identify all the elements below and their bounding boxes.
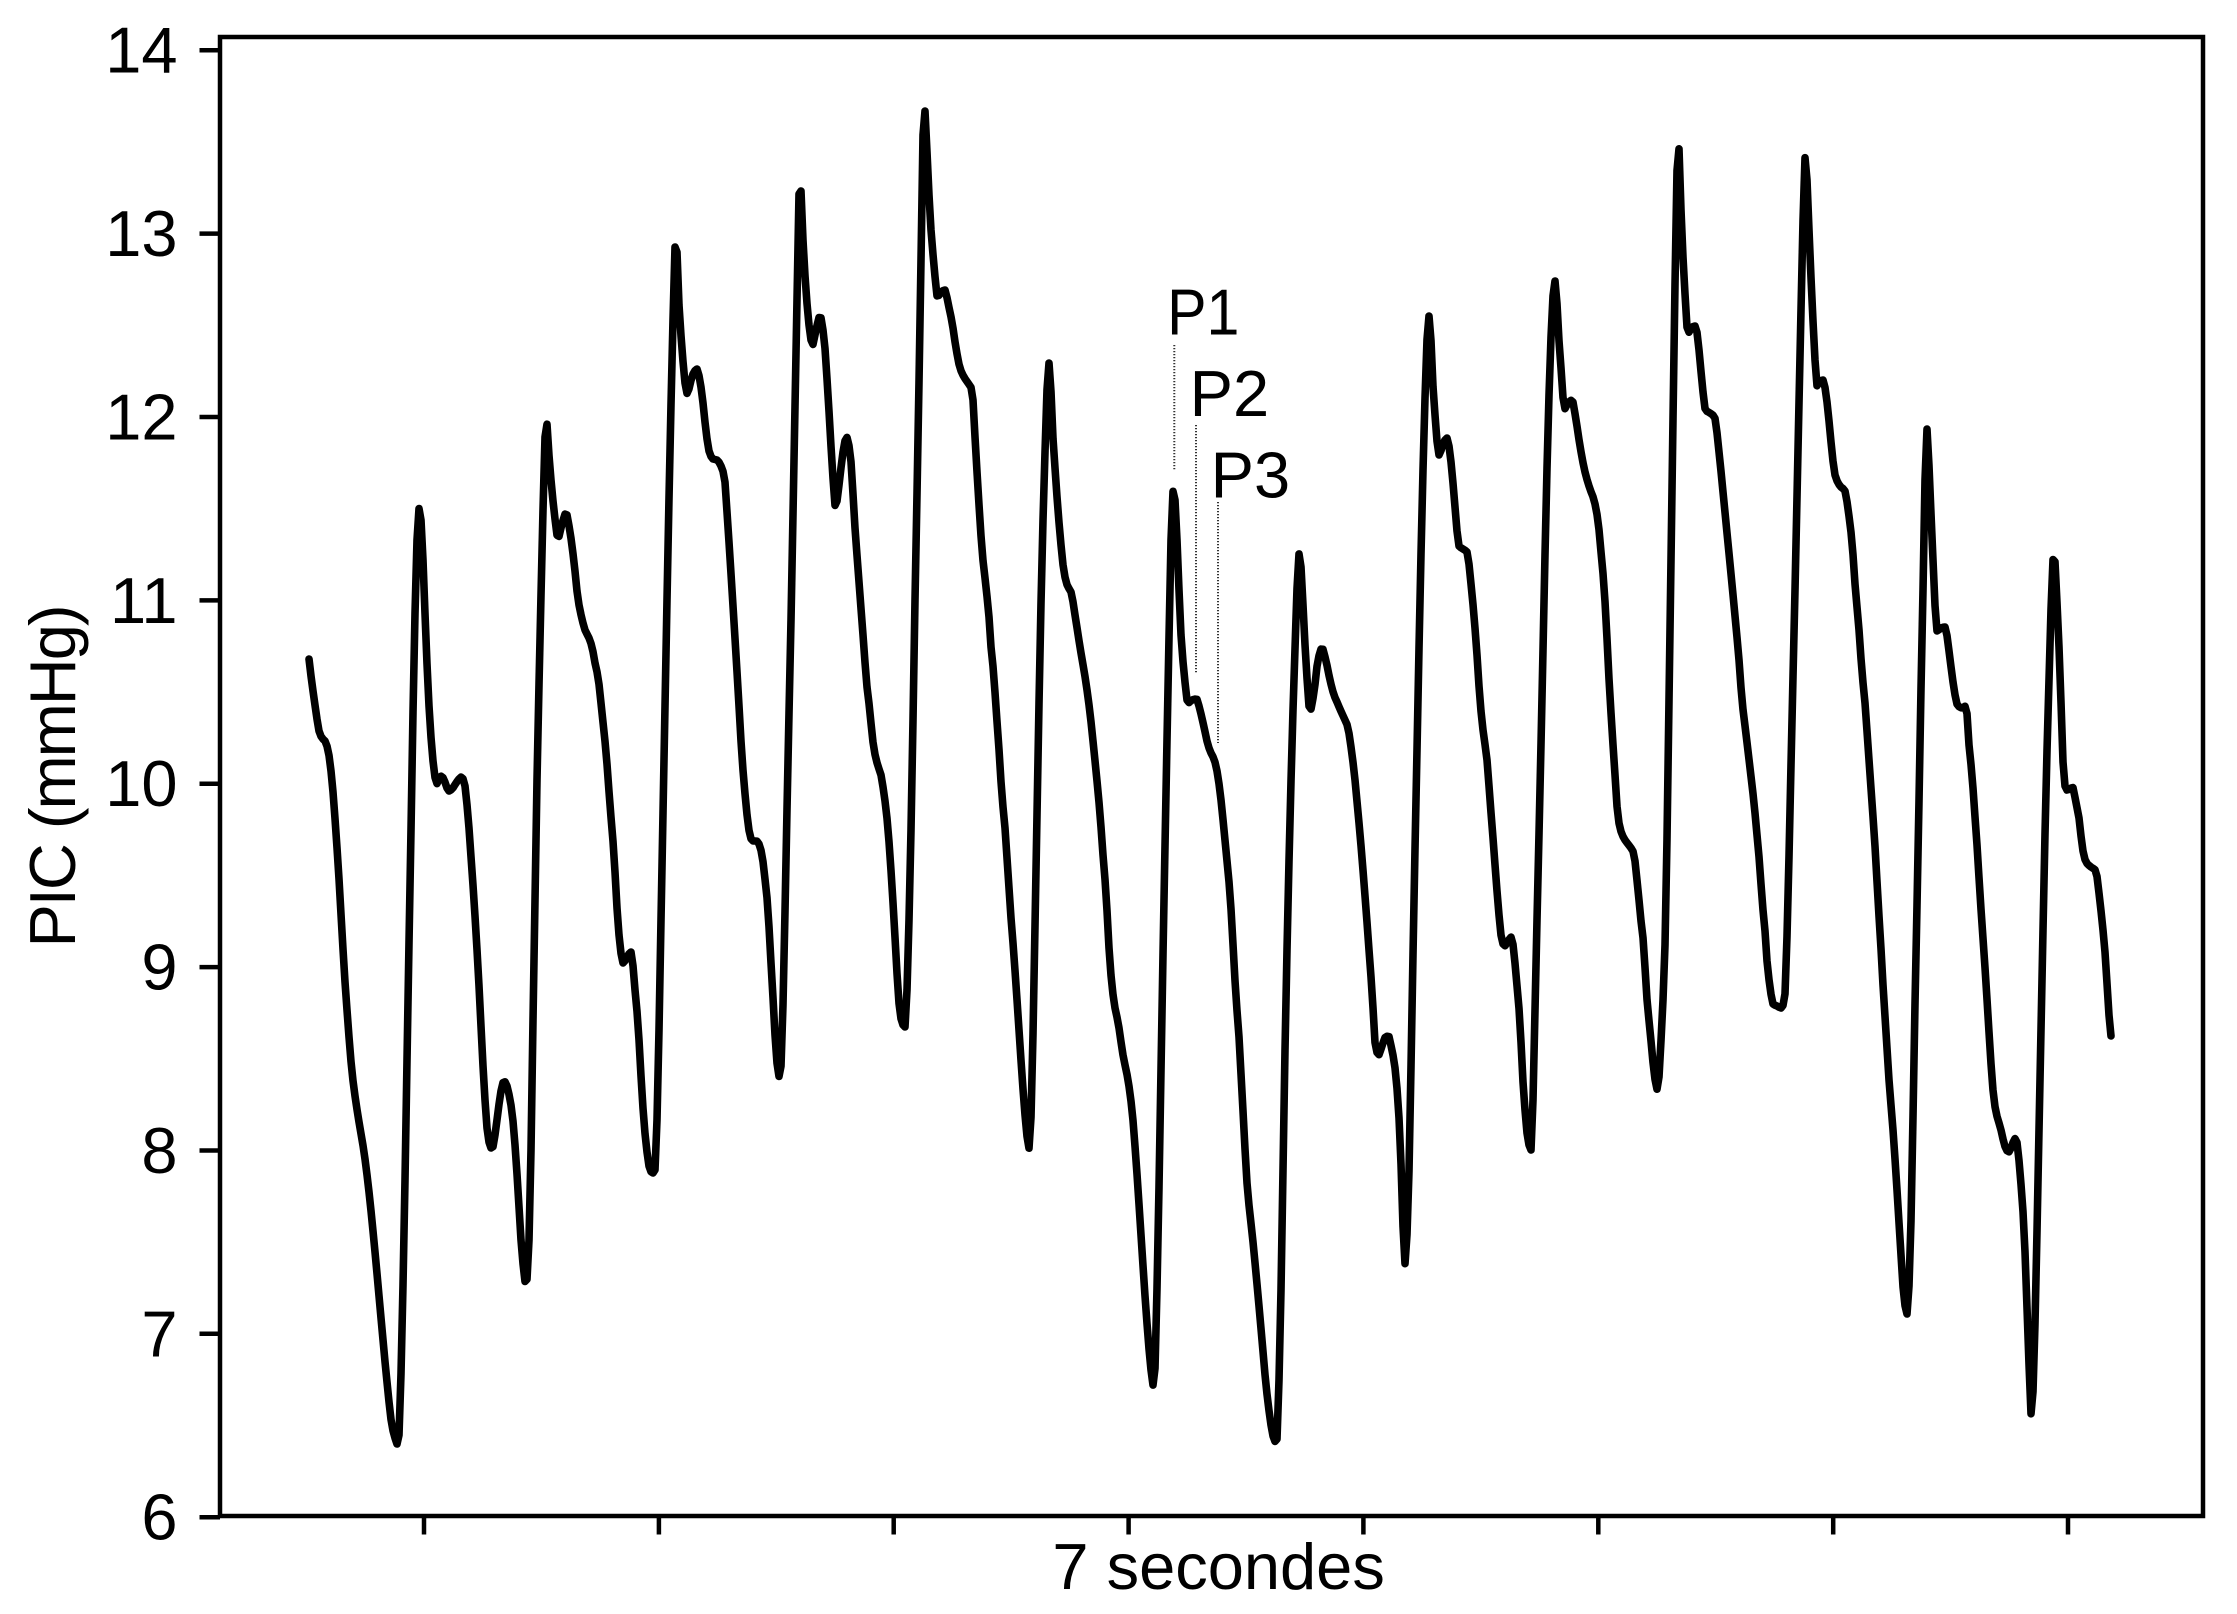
svg-text:14: 14 [105, 14, 177, 87]
svg-text:6: 6 [141, 1481, 177, 1554]
svg-text:12: 12 [105, 381, 177, 454]
svg-text:7: 7 [141, 1297, 177, 1370]
svg-text:PIC (mmHg): PIC (mmHg) [16, 606, 89, 947]
svg-text:10: 10 [105, 747, 177, 820]
svg-text:8: 8 [141, 1114, 177, 1187]
svg-text:11: 11 [110, 564, 177, 637]
svg-text:P3: P3 [1211, 438, 1291, 511]
svg-text:13: 13 [105, 197, 177, 270]
svg-text:7 secondes: 7 secondes [1052, 1530, 1384, 1603]
svg-text:9: 9 [141, 931, 177, 1004]
svg-text:P2: P2 [1190, 357, 1270, 430]
svg-text:P1: P1 [1167, 277, 1239, 349]
